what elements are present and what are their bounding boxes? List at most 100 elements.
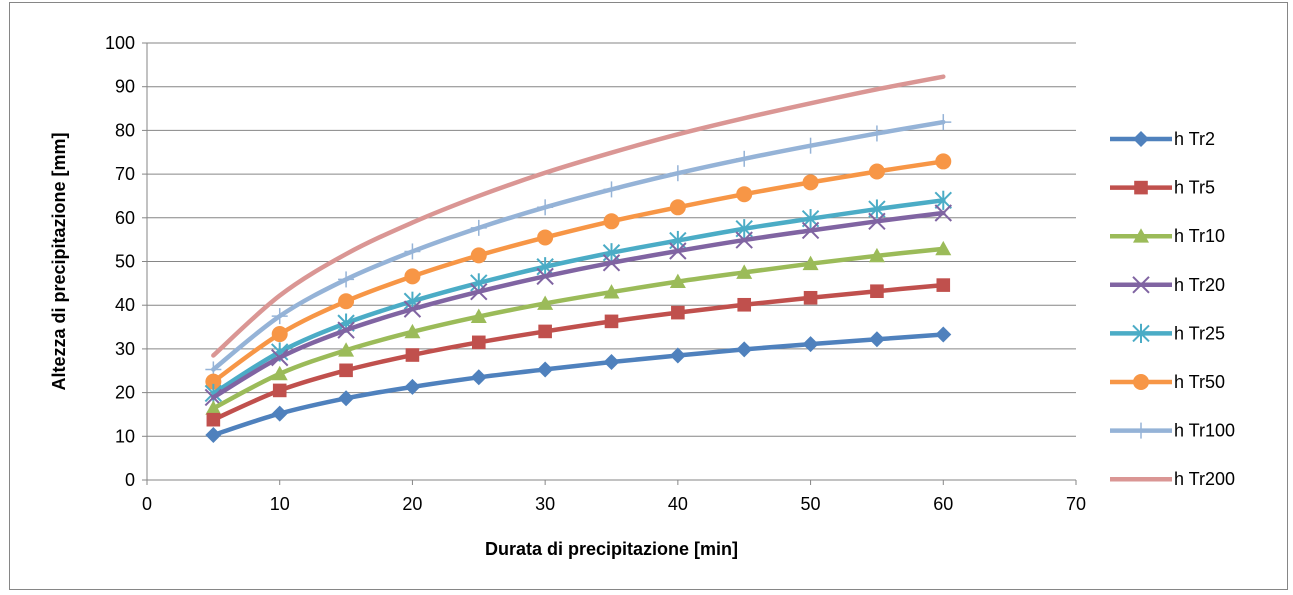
y-axis-title: Altezza di precipitazione [mm] (49, 132, 69, 390)
data-point (271, 365, 288, 381)
x-tick-label: 10 (270, 494, 290, 514)
data-point (868, 199, 886, 219)
data-point (669, 165, 686, 182)
legend-label: h Tr50 (1174, 372, 1225, 392)
legend-item: h Tr100 (1110, 421, 1235, 441)
data-point (802, 174, 819, 191)
legend-label: h Tr20 (1174, 275, 1225, 295)
data-point (403, 300, 422, 318)
data-point (802, 137, 819, 154)
data-point (1132, 323, 1150, 343)
data-point (404, 268, 421, 285)
data-point (737, 297, 752, 312)
data-point (671, 305, 685, 320)
data-point (470, 219, 487, 236)
x-axis-title: Durata di precipitazione [min] (485, 539, 738, 559)
data-point (338, 293, 355, 310)
data-point (1133, 422, 1149, 439)
data-point (936, 278, 951, 292)
data-point (603, 213, 620, 230)
data-point (205, 373, 222, 390)
chart-frame: 0 10 20 30 40 50 60 70 0 10 20 30 40 50 60 70 80 90 100 D… (9, 2, 1288, 590)
data-point (736, 264, 753, 279)
data-point (1134, 180, 1148, 195)
data-point (603, 354, 620, 371)
data-point (868, 247, 885, 263)
legend-item: h Tr50 (1110, 372, 1225, 392)
data-point (802, 336, 819, 353)
y-tick-label: 20 (115, 383, 135, 403)
legend: h Tr2 h Tr5 h Tr10 h Tr20 h Tr25 h Tr50 h Tr10… (1110, 129, 1235, 489)
y-tick-label: 100 (105, 33, 135, 53)
x-tick-label: 0 (142, 494, 152, 514)
legend-item: h Tr20 (1110, 275, 1225, 295)
data-point (868, 125, 885, 142)
data-point (603, 181, 620, 198)
y-tick-label: 50 (115, 252, 135, 272)
data-point (935, 153, 952, 170)
x-tick-label: 70 (1066, 494, 1086, 514)
data-point (404, 378, 421, 395)
data-point (405, 348, 420, 362)
series-h-tr5 (206, 278, 951, 427)
y-axis: 0 10 20 30 40 50 60 70 80 90 100 (105, 33, 148, 490)
data-point (669, 242, 687, 260)
legend-label: h Tr100 (1174, 421, 1235, 441)
data-point (669, 273, 686, 289)
series-h-tr10 (205, 240, 952, 415)
data-point (339, 363, 353, 378)
data-point (404, 243, 421, 260)
data-point (1132, 276, 1150, 294)
data-point (934, 190, 952, 210)
data-point (204, 383, 223, 404)
data-point (1133, 131, 1149, 147)
data-point (935, 114, 952, 131)
data-point (537, 361, 554, 378)
data-point (536, 267, 554, 286)
data-point (271, 326, 288, 343)
y-tick-label: 40 (115, 295, 135, 315)
series-line (211, 210, 946, 400)
x-tick-label: 60 (933, 494, 953, 514)
series-line (211, 119, 946, 372)
legend-item: h Tr200 (1110, 469, 1235, 489)
data-point (470, 308, 487, 323)
data-point (603, 284, 620, 299)
data-point (669, 347, 686, 364)
data-point (868, 331, 885, 348)
data-point (271, 308, 288, 325)
data-point (934, 204, 952, 222)
data-point (271, 405, 288, 422)
y-tick-label: 60 (115, 208, 135, 228)
data-point (338, 342, 355, 357)
series-line (211, 246, 946, 411)
y-tick-label: 90 (115, 77, 135, 97)
x-tick-label: 30 (535, 494, 555, 514)
data-point (470, 369, 487, 386)
legend-label: h Tr200 (1174, 469, 1235, 489)
legend-item: h Tr25 (1110, 323, 1225, 343)
data-point (470, 282, 488, 301)
series-line (211, 74, 946, 358)
legend-item: h Tr2 (1110, 129, 1215, 149)
data-point (204, 388, 223, 407)
data-point (868, 163, 885, 180)
x-tick-label: 40 (668, 494, 688, 514)
legend-label: h Tr2 (1174, 129, 1215, 149)
data-point (272, 383, 287, 398)
data-point (736, 341, 753, 358)
data-point (337, 321, 355, 339)
data-point (470, 247, 487, 264)
y-tick-label: 0 (125, 470, 135, 490)
data-point (537, 199, 554, 216)
data-point (735, 231, 753, 249)
series-h-tr25 (204, 190, 952, 404)
data-point (1133, 374, 1149, 390)
series-line (211, 332, 946, 438)
data-point (801, 221, 820, 240)
data-point (338, 390, 355, 407)
data-point (1133, 228, 1149, 243)
y-tick-label: 10 (115, 426, 135, 446)
data-point (604, 314, 619, 329)
legend-label: h Tr25 (1174, 323, 1225, 343)
